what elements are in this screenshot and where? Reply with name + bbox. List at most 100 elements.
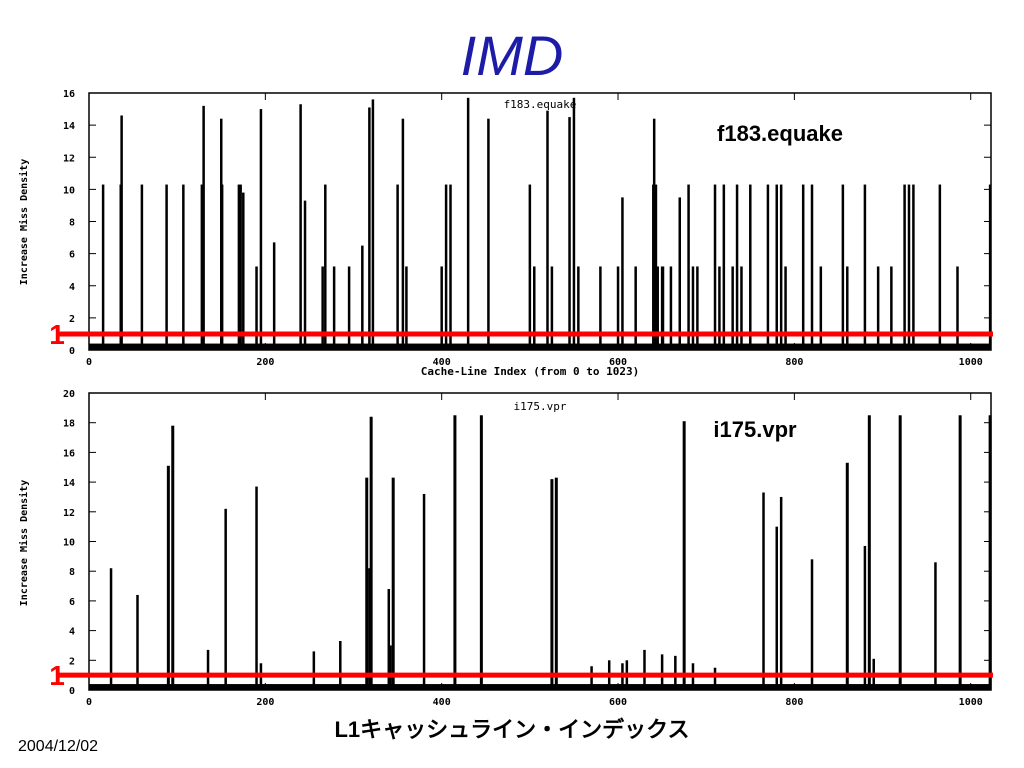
y-tick-label: 16 bbox=[63, 448, 75, 459]
bar bbox=[332, 266, 336, 350]
threshold-label: 1 bbox=[49, 660, 65, 691]
chart-f183-equake: 0 2 4 6 8 10 12 14 16 0 200 400 600 800 1000 1 f183.equa… bbox=[18, 89, 993, 378]
bar bbox=[775, 184, 778, 350]
x-tick-label: 200 bbox=[256, 697, 274, 708]
bar bbox=[863, 545, 867, 690]
threshold-label: 1 bbox=[49, 319, 65, 350]
bar bbox=[453, 415, 457, 690]
bar bbox=[405, 266, 408, 350]
bar bbox=[401, 118, 405, 350]
bar bbox=[762, 492, 765, 690]
bar bbox=[389, 645, 392, 690]
bar bbox=[890, 266, 893, 350]
y-tick-label: 8 bbox=[69, 567, 75, 578]
bar bbox=[272, 242, 276, 350]
bar bbox=[202, 105, 205, 350]
x-tick-label: 800 bbox=[785, 697, 803, 708]
x-tick-label: 600 bbox=[609, 697, 627, 708]
bar bbox=[876, 266, 880, 350]
bar bbox=[303, 200, 307, 350]
x-axis-label: Cache-Line Index (from 0 to 1023) bbox=[421, 365, 640, 378]
bar bbox=[550, 266, 554, 350]
bar bbox=[242, 192, 245, 350]
bar bbox=[387, 589, 391, 690]
bar bbox=[368, 568, 371, 690]
bar bbox=[678, 197, 682, 350]
chart-title: i175.vpr bbox=[713, 417, 797, 442]
x-tick-label: 200 bbox=[256, 357, 274, 368]
bar bbox=[801, 184, 805, 350]
bar bbox=[369, 416, 373, 690]
bar bbox=[550, 479, 554, 690]
y-tick-label: 4 bbox=[69, 282, 75, 293]
bar bbox=[166, 465, 170, 690]
bar bbox=[368, 107, 371, 350]
bar bbox=[722, 184, 726, 350]
slide-date: 2004/12/02 bbox=[18, 738, 99, 755]
y-axis-label: Increase Miss Density bbox=[18, 480, 30, 606]
bar bbox=[312, 651, 316, 690]
y-tick-label: 20 bbox=[63, 389, 75, 400]
y-tick-label: 0 bbox=[69, 346, 75, 357]
bar bbox=[621, 197, 624, 350]
bar bbox=[101, 184, 105, 350]
plot-frame bbox=[88, 92, 992, 351]
bar bbox=[182, 184, 185, 350]
bar bbox=[718, 266, 721, 350]
bar bbox=[165, 184, 168, 350]
bar bbox=[546, 110, 549, 350]
bar bbox=[696, 266, 699, 350]
bar bbox=[988, 415, 992, 690]
bar bbox=[867, 415, 871, 690]
bar bbox=[766, 184, 770, 350]
bar bbox=[528, 184, 532, 350]
bar bbox=[907, 184, 911, 350]
y-axis-label: Increase Miss Density bbox=[18, 159, 30, 285]
bar bbox=[339, 640, 342, 690]
bar bbox=[554, 477, 558, 690]
y-tick-label: 18 bbox=[63, 419, 75, 430]
bar bbox=[259, 109, 263, 350]
bar bbox=[898, 415, 902, 690]
bar bbox=[903, 184, 906, 350]
bar bbox=[321, 266, 324, 350]
bar bbox=[784, 266, 787, 350]
bar bbox=[735, 184, 739, 350]
x-tick-label: 400 bbox=[433, 697, 451, 708]
x-tick-label: 0 bbox=[86, 357, 92, 368]
bar bbox=[654, 184, 658, 350]
bar bbox=[912, 184, 915, 350]
x-tick-label: 600 bbox=[609, 357, 627, 368]
bar bbox=[479, 415, 483, 690]
chart-title: f183.equake bbox=[717, 121, 843, 146]
bar bbox=[956, 266, 959, 350]
bar bbox=[660, 654, 664, 690]
y-tick-label: 4 bbox=[69, 627, 75, 638]
bar bbox=[255, 486, 258, 690]
bar bbox=[740, 266, 743, 350]
y-tick-label: 6 bbox=[69, 597, 75, 608]
bar bbox=[347, 266, 351, 350]
x-tick-label: 400 bbox=[433, 357, 451, 368]
bar bbox=[422, 493, 426, 690]
bar bbox=[109, 568, 113, 690]
bar bbox=[361, 245, 364, 350]
bar bbox=[444, 184, 448, 350]
bar bbox=[577, 266, 580, 350]
bar bbox=[749, 184, 752, 350]
plot-frame bbox=[88, 392, 992, 691]
bar bbox=[661, 266, 665, 350]
bar bbox=[572, 97, 576, 350]
y-tick-label: 14 bbox=[63, 121, 75, 132]
bar bbox=[775, 526, 778, 690]
bar bbox=[224, 508, 227, 690]
bar bbox=[616, 266, 620, 350]
bar bbox=[669, 266, 673, 350]
x-tick-label: 1000 bbox=[959, 357, 983, 368]
chart-inner-title: i175.vpr bbox=[514, 400, 567, 413]
bar bbox=[239, 184, 242, 350]
bar bbox=[599, 266, 602, 350]
bar bbox=[731, 266, 734, 350]
